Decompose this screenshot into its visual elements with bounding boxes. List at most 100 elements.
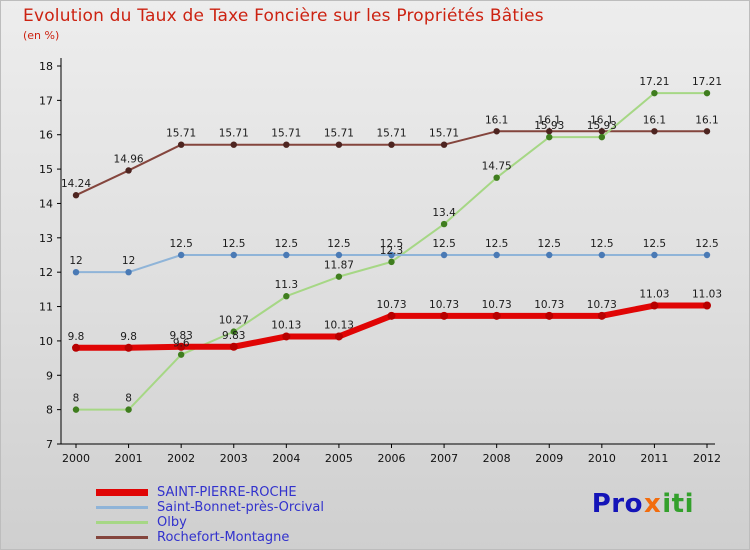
y-tick-label: 7 — [46, 438, 53, 451]
y-tick-label: 17 — [39, 94, 53, 107]
data-point — [440, 251, 448, 259]
data-point — [124, 343, 133, 352]
data-point — [230, 141, 237, 148]
y-tick-label: 16 — [39, 129, 53, 142]
data-point — [545, 311, 554, 320]
legend-label: Olby — [157, 515, 187, 530]
data-point — [440, 141, 448, 148]
y-tick-label: 14 — [39, 197, 53, 210]
logo-text-x: x — [643, 489, 662, 519]
y-tick-label: 15 — [39, 163, 53, 176]
value-label: 15.93 — [587, 120, 617, 132]
line-chart: 7 8 9 10 11 12 13 14 15 16 17 18 2000 2001 2002 2003 200… — [39, 58, 722, 465]
data-point — [230, 251, 237, 259]
value-label: 10.73 — [482, 299, 512, 311]
value-label: 14.96 — [114, 153, 144, 165]
value-label: 15.71 — [376, 128, 406, 140]
data-point — [177, 351, 185, 358]
data-point — [177, 251, 185, 259]
value-label: 10.73 — [534, 299, 564, 311]
value-label: 12.5 — [327, 238, 350, 250]
data-point — [388, 141, 395, 148]
x-tick-label: 2002 — [167, 452, 195, 465]
value-label: 10.73 — [587, 299, 617, 311]
value-label: 10.73 — [429, 299, 459, 311]
value-label: 16.1 — [538, 114, 561, 126]
legend-item: Saint-Bonnet-près-Orcival — [96, 500, 324, 515]
legend-item: Rochefort-Montagne — [96, 530, 324, 545]
x-tick-label: 2009 — [535, 452, 563, 465]
value-label: 16.1 — [643, 114, 666, 126]
value-label: 14.24 — [61, 178, 91, 190]
value-label: 14.75 — [482, 161, 512, 173]
legend-item: SAINT-PIERRE-ROCHE — [96, 485, 324, 500]
data-point — [492, 311, 501, 320]
data-point — [125, 268, 132, 276]
x-tick-label: 2006 — [378, 452, 406, 465]
value-label: 17.21 — [692, 76, 722, 88]
value-label: 15.71 — [324, 128, 354, 140]
chart-title: Evolution du Taux de Taxe Foncière sur l… — [23, 6, 544, 26]
value-label: 12.5 — [590, 238, 613, 250]
value-label: 15.71 — [166, 128, 196, 140]
logo-text-pro: Pro — [591, 489, 643, 519]
value-label: 10.13 — [324, 319, 354, 331]
data-point — [283, 251, 290, 259]
data-point — [546, 133, 553, 141]
proxiti-logo: Proxiti — [592, 489, 694, 519]
value-label: 12.5 — [485, 238, 508, 250]
legend-line-sample — [96, 536, 148, 539]
value-label: 12.5 — [169, 238, 192, 250]
value-label: 11.87 — [324, 260, 354, 272]
y-tick-label: 10 — [39, 335, 53, 348]
chart-subtitle: (en %) — [23, 29, 60, 42]
data-point — [335, 141, 343, 148]
data-point — [493, 251, 500, 259]
data-point — [388, 258, 395, 266]
y-tick-label: 12 — [39, 266, 53, 279]
series-line-Rochefort-Montagne — [75, 130, 708, 197]
data-point — [388, 251, 395, 259]
data-point — [546, 128, 553, 135]
value-label: 12.5 — [695, 238, 718, 250]
data-point — [335, 251, 343, 259]
data-point — [387, 311, 396, 320]
x-tick-label: 2010 — [588, 452, 616, 465]
data-point — [598, 133, 606, 141]
y-tick-label: 13 — [39, 232, 53, 245]
legend-line-sample — [96, 489, 148, 496]
value-label: 16.1 — [695, 114, 718, 126]
x-tick-label: 2004 — [272, 452, 300, 465]
value-label: 9.8 — [120, 331, 137, 343]
x-tick-label: 2000 — [62, 452, 90, 465]
value-label: 8 — [125, 393, 132, 405]
legend-item: Olby — [96, 515, 324, 530]
y-tick-label: 9 — [46, 369, 53, 382]
value-label: 9.6 — [173, 338, 190, 350]
data-point — [546, 251, 553, 259]
x-tick-label: 2005 — [325, 452, 353, 465]
data-point — [177, 342, 186, 351]
y-tick-label: 18 — [39, 60, 53, 73]
data-point — [650, 301, 659, 310]
legend-label: Saint-Bonnet-près-Orcival — [157, 500, 324, 515]
value-label: 11.03 — [692, 289, 722, 301]
value-label: 9.83 — [169, 330, 192, 342]
data-point — [651, 89, 658, 97]
value-label: 15.71 — [219, 128, 249, 140]
value-label: 17.21 — [639, 76, 669, 88]
data-point — [597, 311, 606, 320]
data-point — [703, 301, 711, 310]
x-tick-label: 2012 — [693, 452, 721, 465]
value-label: 12.5 — [538, 238, 561, 250]
data-point — [125, 167, 132, 174]
y-tick-label: 8 — [46, 404, 53, 417]
data-point — [72, 268, 80, 276]
x-tick-label: 2011 — [640, 452, 668, 465]
legend-line-sample — [96, 521, 148, 524]
value-label: 12.5 — [222, 238, 245, 250]
value-label: 9.83 — [222, 330, 245, 342]
value-label: 12.3 — [380, 245, 403, 257]
y-tick-label: 11 — [39, 301, 53, 314]
value-label: 9.8 — [68, 331, 85, 343]
